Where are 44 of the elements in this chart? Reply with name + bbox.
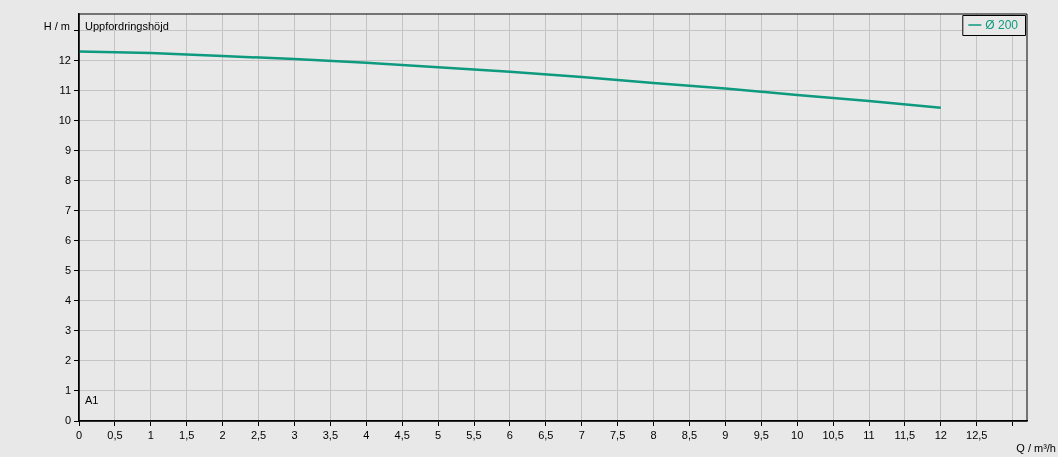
y-tick-label: 8 — [64, 173, 71, 186]
x-tick-label: 3,5 — [322, 428, 339, 441]
x-tick-label: 7,5 — [609, 428, 626, 441]
x-tick-label: 12,5 — [966, 428, 988, 441]
x-tick-label: 7 — [578, 428, 585, 441]
x-tick-label: 11 — [863, 428, 875, 441]
x-tick-label: 6 — [506, 428, 513, 441]
annotation: A1 — [85, 394, 99, 407]
x-tick-label: 10 — [791, 428, 804, 441]
x-tick-label: 2 — [219, 428, 226, 441]
x-tick-label: 9,5 — [753, 428, 769, 441]
y-tick-label: 7 — [64, 203, 71, 216]
y-tick-label: 0 — [64, 414, 71, 427]
x-tick-label: 4 — [363, 428, 370, 441]
x-tick-label: 8,5 — [681, 428, 698, 441]
x-tick-label: 12 — [934, 428, 947, 441]
x-tick-label: 0,5 — [107, 428, 123, 441]
y-tick-label: 2 — [64, 353, 71, 366]
x-tick-label: 1 — [147, 428, 154, 441]
x-tick-label: 8 — [650, 428, 657, 441]
x-tick-label: 6,5 — [538, 428, 554, 441]
y-tick-label: 12 — [58, 53, 71, 66]
y-tick-label: 9 — [64, 143, 71, 156]
annotation: Uppfordringshöjd — [85, 20, 169, 33]
y-tick-label: 3 — [64, 323, 71, 336]
x-tick-label: 5 — [435, 428, 442, 441]
x-tick-label: 3 — [291, 428, 298, 441]
y-tick-label: 6 — [64, 233, 71, 246]
x-tick-label: 5,5 — [466, 428, 482, 441]
y-tick-label: 5 — [64, 263, 71, 276]
y-tick-label: 11 — [59, 83, 71, 96]
x-tick-label: 0 — [75, 428, 83, 441]
x-tick-label: 1,5 — [179, 428, 195, 441]
x-axis-title: Q / m³/h — [1016, 442, 1056, 455]
x-tick-label: 9 — [722, 428, 729, 441]
x-tick-label: 4,5 — [394, 428, 410, 441]
x-tick-label: 11,5 — [894, 428, 916, 441]
y-axis-title: H / m — [43, 20, 70, 33]
legend-label: Ø 200 — [985, 18, 1019, 33]
x-tick-label: 2,5 — [250, 428, 267, 441]
y-tick-label: 10 — [58, 113, 71, 126]
y-tick-label: 4 — [64, 293, 71, 306]
y-tick-label: 1 — [64, 383, 71, 396]
x-tick-label: 10,5 — [822, 428, 844, 441]
